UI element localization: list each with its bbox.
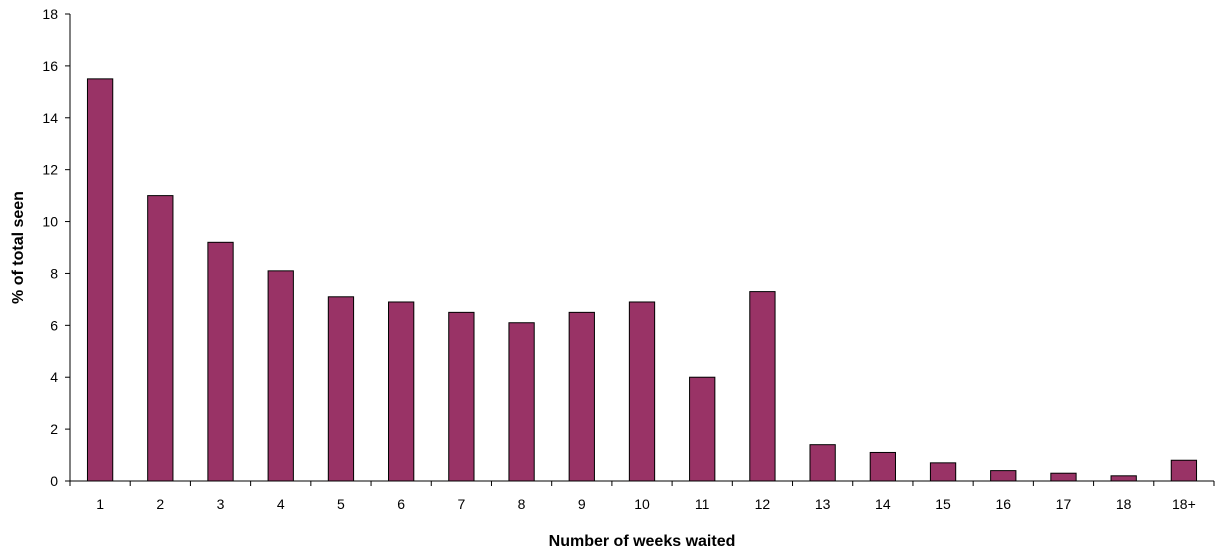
bar-week-12	[749, 291, 776, 482]
x-tick-label: 16	[995, 496, 1011, 512]
y-tick-label: 8	[50, 265, 58, 281]
x-tick-label: 17	[1056, 496, 1072, 512]
bars	[86, 78, 1198, 482]
x-axis-title: Number of weeks waited	[549, 533, 736, 550]
bar-week-11	[689, 376, 716, 482]
bar-week-7	[448, 311, 475, 482]
y-tick-label: 18	[42, 6, 58, 22]
bar-week-5	[327, 296, 355, 482]
x-tick-label: 14	[875, 496, 891, 512]
y-tick-label: 10	[42, 214, 58, 230]
x-axis-ticks: 1 2 3 4 5 6 7 8 9 10 11 12 13 14 15 16 17 18 18+	[69, 481, 1215, 512]
x-tick-label: 9	[578, 496, 586, 512]
x-tick-label: 5	[337, 496, 345, 512]
x-tick-label: 6	[397, 496, 405, 512]
x-tick-label: 18	[1116, 496, 1132, 512]
x-tick-label: 8	[518, 496, 526, 512]
bar-week-2	[147, 195, 174, 482]
y-tick-label: 0	[50, 473, 58, 489]
bar-week-16	[990, 470, 1017, 482]
bar-week-9	[568, 311, 595, 482]
bar-week-6	[388, 301, 415, 482]
x-tick-label: 7	[457, 496, 465, 512]
x-tick-label: 2	[156, 496, 164, 512]
x-tick-label: 11	[695, 496, 710, 512]
bar-week-3	[207, 241, 234, 482]
bar-week-14	[869, 451, 896, 482]
bar-week-17	[1050, 472, 1077, 482]
y-axis-title: % of total seen	[10, 191, 27, 304]
bar-week-13	[809, 444, 836, 482]
y-axis-ticks: 0 2 4 6 8 10 12 14 16 18	[42, 6, 70, 489]
bar-week-15	[929, 462, 957, 482]
x-tick-label: 4	[277, 496, 285, 512]
bar-week-18	[1110, 475, 1137, 482]
x-tick-label: 10	[634, 496, 650, 512]
x-tick-label: 18+	[1172, 496, 1196, 512]
y-tick-label: 2	[50, 421, 58, 437]
bar-week-10	[628, 301, 656, 482]
x-tick-label: 3	[217, 496, 225, 512]
x-tick-label: 1	[96, 496, 104, 512]
bar-week-8	[508, 322, 535, 482]
bar-week-1	[86, 78, 114, 482]
bar-week-18+	[1170, 459, 1198, 482]
y-tick-label: 4	[50, 369, 58, 385]
y-tick-label: 14	[42, 110, 58, 126]
y-tick-label: 16	[42, 58, 58, 74]
x-tick-label: 12	[755, 496, 771, 512]
y-tick-label: 6	[50, 317, 58, 333]
bar-week-4	[267, 270, 294, 482]
x-tick-label: 13	[815, 496, 831, 512]
x-tick-label: 15	[935, 496, 951, 512]
y-tick-label: 12	[42, 162, 58, 178]
